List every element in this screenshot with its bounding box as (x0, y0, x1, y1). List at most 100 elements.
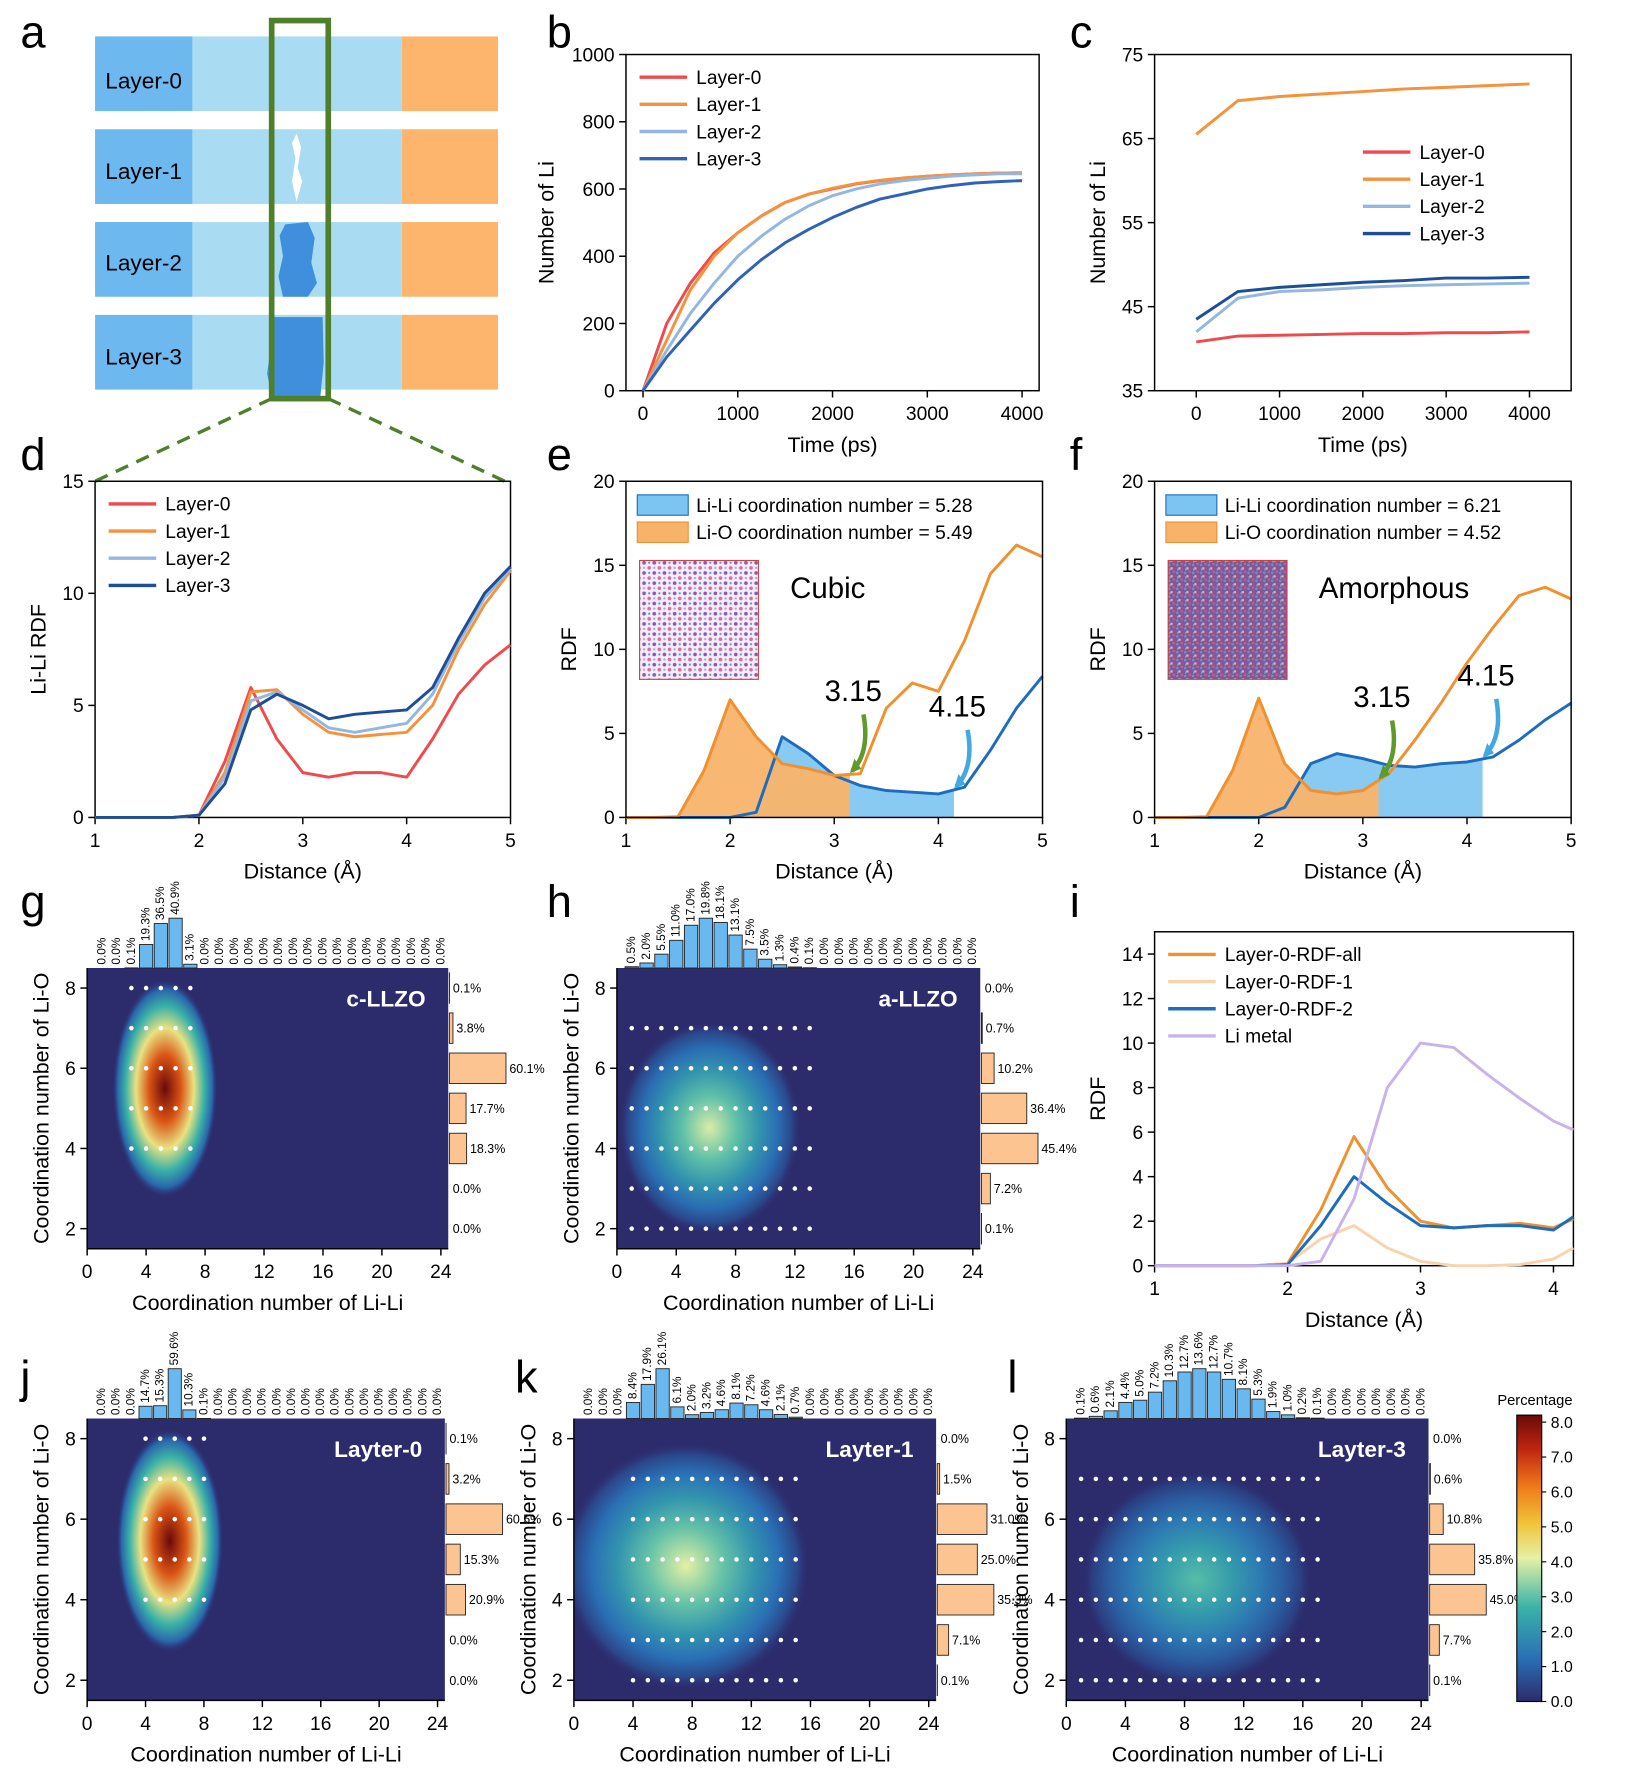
grid-point (1241, 1637, 1246, 1643)
layer-label: Layer-2 (105, 251, 182, 276)
y-tick-label: 15 (593, 556, 614, 577)
y-tick-label: 10 (593, 640, 614, 661)
x-tick-label: 2 (1282, 1279, 1293, 1300)
grid-point (763, 1637, 769, 1643)
y-tick-label: 35 (1122, 382, 1143, 403)
cutoff-label: 3.15 (1353, 681, 1410, 714)
grid-point (1271, 1637, 1276, 1643)
right-hist-label: 7.7% (1443, 1633, 1471, 1647)
structure-inset (1167, 559, 1288, 680)
y-tick-label: 5 (73, 696, 84, 717)
cutoff-arrowhead (1482, 743, 1494, 758)
top-hist-label: 0.0% (315, 937, 329, 965)
top-hist-bar (1251, 1398, 1266, 1419)
grid-point (1256, 1516, 1261, 1522)
grid-point (1197, 1597, 1202, 1602)
grid-point (718, 1186, 723, 1191)
top-hist-bar (669, 939, 684, 969)
top-hist-label: 0.0% (430, 1388, 444, 1416)
grid-point (748, 1146, 753, 1151)
x-tick-label: 5 (1566, 831, 1577, 852)
top-hist-label: 8.4% (625, 1372, 639, 1400)
x-tick-label: 4 (1462, 831, 1473, 852)
grid-point (1285, 1597, 1291, 1602)
grid-point (1152, 1476, 1158, 1482)
right-hist-bar (445, 1463, 450, 1495)
right-hist-label: 7.2% (994, 1182, 1022, 1196)
grid-point (1211, 1637, 1217, 1643)
top-hist-bar (167, 1368, 182, 1419)
y-tick-label: 20 (1122, 472, 1143, 493)
x-tick-label: 0 (569, 1714, 580, 1735)
plot-frame (1153, 480, 1572, 819)
legend-swatch (636, 494, 689, 516)
top-hist-label: 0.0% (226, 1388, 240, 1416)
top-hist-label: 0.0% (877, 1388, 891, 1416)
x-tick-label: 16 (310, 1714, 331, 1735)
grid-point (1226, 1476, 1232, 1482)
layer-block (95, 222, 193, 297)
top-hist-label: 0.2% (1295, 1387, 1309, 1415)
layer-row: Layer-2 (95, 222, 499, 297)
top-hist-bar (729, 1402, 744, 1419)
grid-point (1226, 1516, 1232, 1522)
grid-point (689, 1557, 695, 1562)
top-hist-label: 0.0% (404, 937, 418, 965)
grid-point (1182, 1476, 1187, 1482)
grid-point (630, 1637, 636, 1643)
grid-point (1211, 1597, 1217, 1602)
right-hist-bar (445, 1503, 504, 1535)
grid-point (675, 1476, 680, 1482)
grid-point (733, 1146, 738, 1151)
right-hist-bar (980, 1012, 983, 1044)
top-hist-label: 0.0% (386, 1388, 400, 1416)
grid-point (704, 1476, 710, 1482)
grid-point (187, 1476, 192, 1482)
grid-point (778, 1557, 784, 1562)
grid-point (629, 1065, 635, 1071)
grid-point (718, 1106, 723, 1111)
grid-point (1300, 1677, 1306, 1683)
top-hist-label: 2.0% (639, 932, 653, 960)
panel-letter: e (547, 429, 572, 480)
colorbar-tick-label: 7.0 (1551, 1450, 1573, 1467)
top-hist-label: 26.1% (655, 1331, 669, 1365)
y-axis-title: Number of Li (535, 161, 559, 284)
grid-point (1182, 1677, 1187, 1683)
y-tick-label: 4 (65, 1139, 76, 1160)
top-hist-label: 0.0% (94, 1388, 108, 1416)
legend-label: Layer-3 (1419, 224, 1484, 245)
y-tick-label: 6 (552, 1510, 563, 1531)
top-hist-label: 0.0% (906, 937, 920, 965)
top-hist-label: 0.0% (255, 1388, 269, 1416)
grid-point (778, 1516, 784, 1522)
grid-point (158, 985, 164, 991)
grid-point (1167, 1637, 1173, 1643)
x-tick-label: 1 (1149, 1279, 1160, 1300)
x-tick-label: 2000 (1341, 404, 1384, 425)
layer-block (95, 36, 193, 112)
top-hist-label: 7.2% (744, 1374, 758, 1402)
grid-point (1226, 1597, 1232, 1602)
grid-point (1271, 1677, 1276, 1683)
x-axis-title: Distance (Å) (244, 860, 362, 884)
right-hist-bar (980, 1132, 1039, 1165)
grid-point (659, 1065, 664, 1071)
grid-point (1078, 1516, 1084, 1522)
grid-point (673, 1226, 679, 1231)
top-hist-label: 0.1% (124, 937, 138, 965)
grid-point (1123, 1597, 1128, 1602)
grid-point (188, 1106, 193, 1111)
grid-point (1226, 1637, 1232, 1643)
grid-point (689, 1677, 695, 1683)
top-hist-bar (683, 924, 699, 969)
legend-label: Li metal (1225, 1027, 1292, 1048)
panel-letter: c (1070, 7, 1093, 58)
top-hist-label: 19.8% (698, 881, 712, 915)
grid-point (1078, 1677, 1084, 1683)
grid-point (1108, 1637, 1113, 1643)
y-tick-label: 6 (595, 1059, 606, 1080)
top-hist-label: 0.0% (891, 937, 905, 965)
panel-letter: a (20, 7, 46, 58)
grid-point (1078, 1476, 1084, 1482)
